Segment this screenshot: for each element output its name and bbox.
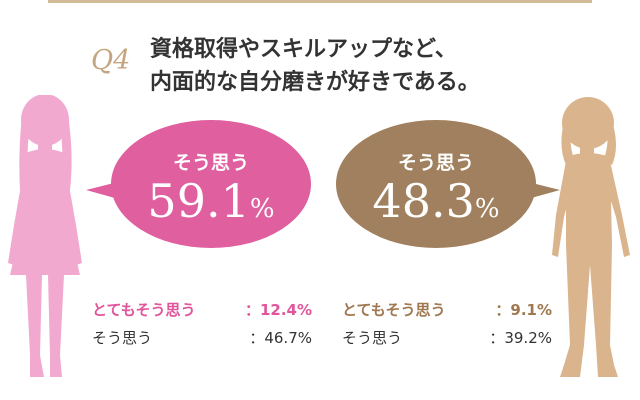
stat-value: ：9.1% <box>495 301 552 319</box>
stat-label: そう思う <box>92 329 153 347</box>
stat-value: ：46.7% <box>249 329 312 347</box>
stat-row-agree-left: そう思う ：46.7% <box>92 324 312 352</box>
stats-right: とてもそう思う ：9.1% そう思う ：39.2% <box>342 296 552 352</box>
speech-bubble-left: そう思う 59.1% <box>86 120 316 250</box>
female-silhouette-left <box>0 94 110 390</box>
question-text: 資格取得やスキルアップなど、 内面的な自分磨きが好きである。 <box>150 33 590 99</box>
question-number: Q4 <box>91 45 131 76</box>
stat-row-strongly-agree-left: とてもそう思う ：12.4% <box>92 296 312 324</box>
bubble-unit-left: % <box>249 194 275 224</box>
bubble-number-left: 59.1 <box>147 174 250 228</box>
speech-bubble-left-shape <box>86 120 311 248</box>
bubble-label-right: そう思う <box>397 152 474 174</box>
stat-row-strongly-agree-right: とてもそう思う ：9.1% <box>342 296 552 324</box>
bubble-unit-right: % <box>474 194 500 224</box>
speech-bubble-right: そう思う 48.3% <box>330 120 560 250</box>
speech-bubble-right-shape <box>336 120 560 248</box>
question-line-1: 資格取得やスキルアップなど、 <box>150 37 457 62</box>
stat-row-agree-right: そう思う ：39.2% <box>342 324 552 352</box>
stats-left: とてもそう思う ：12.4% そう思う ：46.7% <box>92 296 312 352</box>
bubble-value-left: 59.1% <box>111 174 311 236</box>
bubble-value-right: 48.3% <box>336 174 536 236</box>
stat-label: とてもそう思う <box>92 301 196 319</box>
stat-value: ：39.2% <box>489 329 552 347</box>
bubble-label-left: そう思う <box>172 152 249 174</box>
bubble-number-right: 48.3 <box>372 174 475 228</box>
stat-value: ：12.4% <box>244 301 312 319</box>
stat-label: そう思う <box>342 329 403 347</box>
top-accent-bar <box>48 0 592 3</box>
female-silhouette-right <box>530 95 640 390</box>
stat-label: とてもそう思う <box>342 301 446 319</box>
question-line-2: 内面的な自分磨きが好きである。 <box>150 70 480 95</box>
